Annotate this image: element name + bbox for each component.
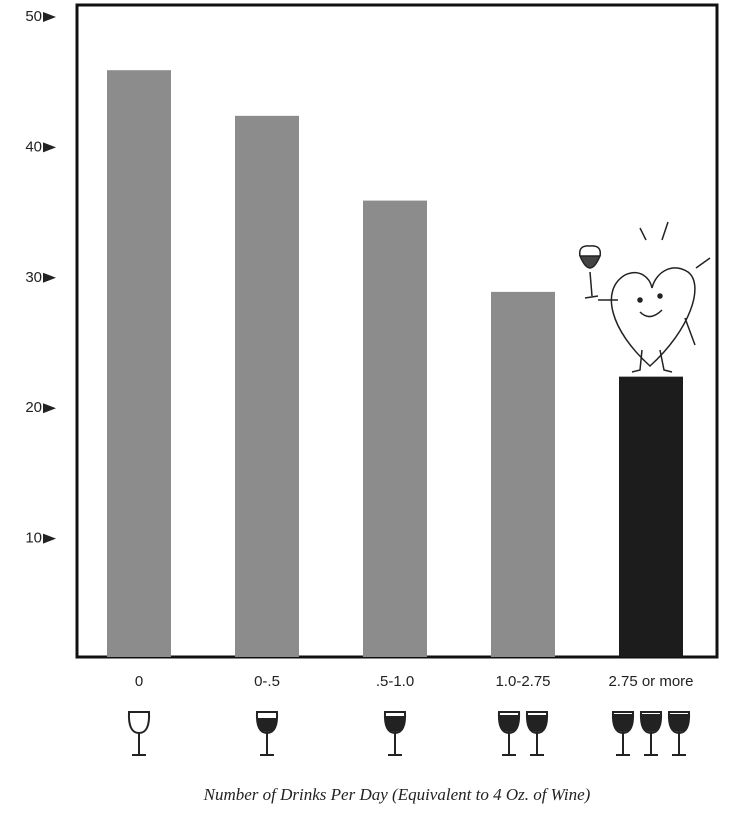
y-tick-mark <box>43 273 56 283</box>
wine-glass-icon <box>669 712 689 755</box>
x-tick-label: .5-1.0 <box>376 673 414 690</box>
wine-glass-icon <box>257 712 277 755</box>
x-tick-label: 0-.5 <box>254 673 280 690</box>
wine-glass-icon <box>129 712 149 755</box>
wine-glass-icon <box>385 712 405 755</box>
bar <box>363 201 427 657</box>
y-tick-label: 10 <box>25 530 42 547</box>
x-tick-label: 1.0-2.75 <box>495 673 550 690</box>
wine-glass-icon <box>499 712 519 755</box>
y-tick-mark <box>43 403 56 413</box>
y-tick-mark <box>43 534 56 544</box>
x-tick-label: 0 <box>135 673 143 690</box>
y-tick-label: 50 <box>25 8 42 25</box>
x-axis-title: Number of Drinks Per Day (Equivalent to … <box>203 785 591 804</box>
page: Number of Drinks Per Day (Equivalent to … <box>0 0 730 840</box>
bar <box>491 292 555 657</box>
chart: Number of Drinks Per Day (Equivalent to … <box>0 0 730 840</box>
y-tick-label: 40 <box>25 138 42 155</box>
bar <box>619 377 683 657</box>
y-tick-mark <box>43 12 56 22</box>
wine-glass-icon <box>527 712 547 755</box>
wine-glass-icon <box>613 712 633 755</box>
bar <box>107 70 171 657</box>
y-tick-label: 20 <box>25 399 42 416</box>
y-tick-label: 30 <box>25 269 42 286</box>
bar <box>235 116 299 657</box>
wine-glass-icon <box>641 712 661 755</box>
x-tick-label: 2.75 or more <box>608 673 693 690</box>
y-tick-mark <box>43 142 56 152</box>
